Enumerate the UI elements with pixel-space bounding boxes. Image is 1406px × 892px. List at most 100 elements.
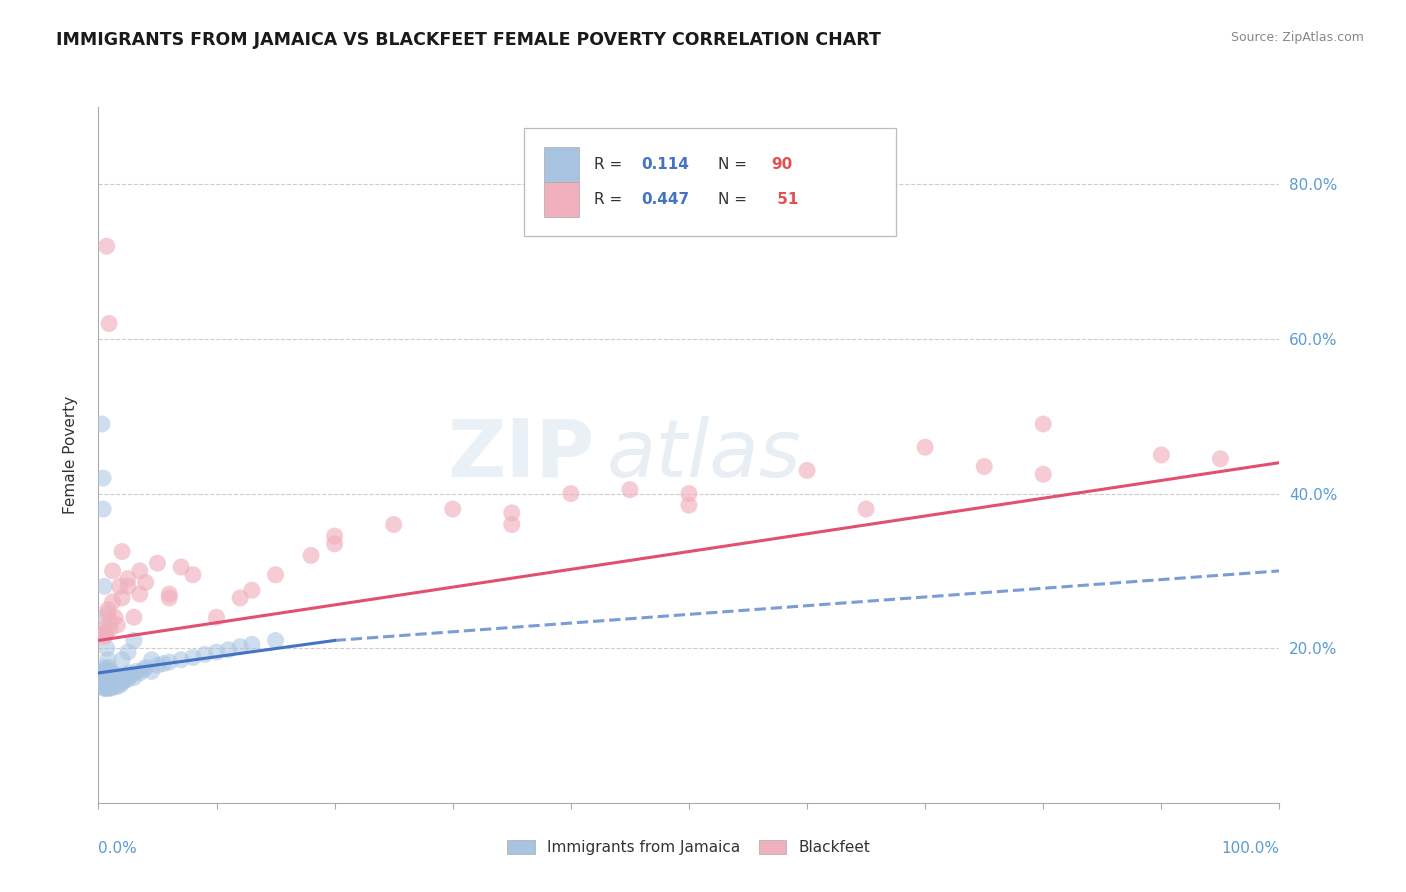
- Point: [91, 665, 114, 679]
- Point: [181, 567, 204, 582]
- Point: [91, 622, 114, 636]
- Point: [105, 618, 128, 632]
- Point: [678, 486, 700, 500]
- Text: N =: N =: [718, 192, 752, 207]
- Point: [98, 676, 121, 690]
- FancyBboxPatch shape: [544, 147, 579, 182]
- Point: [100, 680, 122, 694]
- Point: [98, 622, 121, 636]
- Point: [91, 672, 114, 686]
- Point: [1032, 467, 1054, 482]
- Point: [91, 676, 114, 690]
- Point: [98, 665, 121, 679]
- Point: [97, 653, 120, 667]
- Point: [98, 660, 121, 674]
- Point: [91, 502, 114, 516]
- Point: [117, 645, 139, 659]
- Y-axis label: Female Poverty: Female Poverty: [63, 396, 77, 514]
- Point: [104, 676, 127, 690]
- Point: [157, 655, 180, 669]
- Point: [101, 680, 124, 694]
- Point: [94, 673, 117, 688]
- Point: [128, 564, 150, 578]
- Point: [103, 678, 125, 692]
- Point: [132, 663, 155, 677]
- Text: Source: ZipAtlas.com: Source: ZipAtlas.com: [1230, 31, 1364, 45]
- Point: [240, 637, 263, 651]
- Point: [194, 648, 217, 662]
- Point: [117, 672, 139, 686]
- Point: [112, 673, 135, 688]
- Legend: Immigrants from Jamaica, Blackfeet: Immigrants from Jamaica, Blackfeet: [502, 834, 876, 862]
- Point: [117, 572, 139, 586]
- Point: [110, 672, 132, 686]
- Point: [105, 676, 128, 690]
- Point: [170, 653, 193, 667]
- Point: [96, 665, 118, 679]
- Point: [93, 673, 115, 688]
- Point: [323, 537, 346, 551]
- Point: [97, 681, 120, 696]
- Point: [94, 663, 117, 677]
- Point: [101, 564, 124, 578]
- Point: [382, 517, 405, 532]
- Point: [103, 671, 125, 685]
- FancyBboxPatch shape: [544, 182, 579, 217]
- Point: [128, 665, 150, 680]
- Point: [98, 668, 121, 682]
- FancyBboxPatch shape: [523, 128, 896, 235]
- Point: [108, 579, 131, 593]
- Point: [96, 671, 118, 685]
- Point: [157, 591, 180, 605]
- Point: [96, 676, 118, 690]
- Text: 0.114: 0.114: [641, 157, 689, 172]
- Point: [97, 607, 120, 621]
- Point: [97, 602, 120, 616]
- Point: [678, 498, 700, 512]
- Text: R =: R =: [595, 192, 627, 207]
- Point: [91, 668, 114, 682]
- Point: [914, 440, 936, 454]
- Point: [98, 680, 121, 694]
- Point: [97, 671, 120, 685]
- Point: [91, 471, 114, 485]
- Point: [105, 680, 128, 694]
- Text: N =: N =: [718, 157, 752, 172]
- Point: [111, 544, 134, 558]
- Point: [96, 680, 118, 694]
- Point: [122, 671, 145, 685]
- Point: [104, 668, 127, 682]
- Point: [1209, 451, 1232, 466]
- Point: [121, 668, 143, 682]
- Point: [97, 676, 120, 690]
- Point: [91, 680, 114, 694]
- Point: [111, 676, 134, 690]
- Point: [94, 625, 117, 640]
- Point: [98, 671, 121, 685]
- Point: [135, 575, 157, 590]
- Point: [115, 671, 138, 685]
- Point: [973, 459, 995, 474]
- Point: [101, 668, 124, 682]
- Point: [114, 668, 136, 682]
- Text: R =: R =: [595, 157, 627, 172]
- Point: [93, 665, 115, 680]
- Point: [135, 660, 157, 674]
- Text: atlas: atlas: [606, 416, 801, 494]
- Point: [96, 641, 118, 656]
- Point: [1150, 448, 1173, 462]
- Point: [122, 610, 145, 624]
- Point: [229, 640, 252, 654]
- Text: 90: 90: [772, 157, 793, 172]
- Point: [560, 486, 582, 500]
- Point: [170, 560, 193, 574]
- Point: [96, 239, 118, 253]
- Point: [105, 672, 128, 686]
- Point: [108, 678, 131, 692]
- Point: [323, 529, 346, 543]
- Point: [112, 671, 135, 685]
- Point: [93, 579, 115, 593]
- Point: [101, 672, 124, 686]
- Point: [93, 671, 115, 685]
- Point: [98, 614, 121, 628]
